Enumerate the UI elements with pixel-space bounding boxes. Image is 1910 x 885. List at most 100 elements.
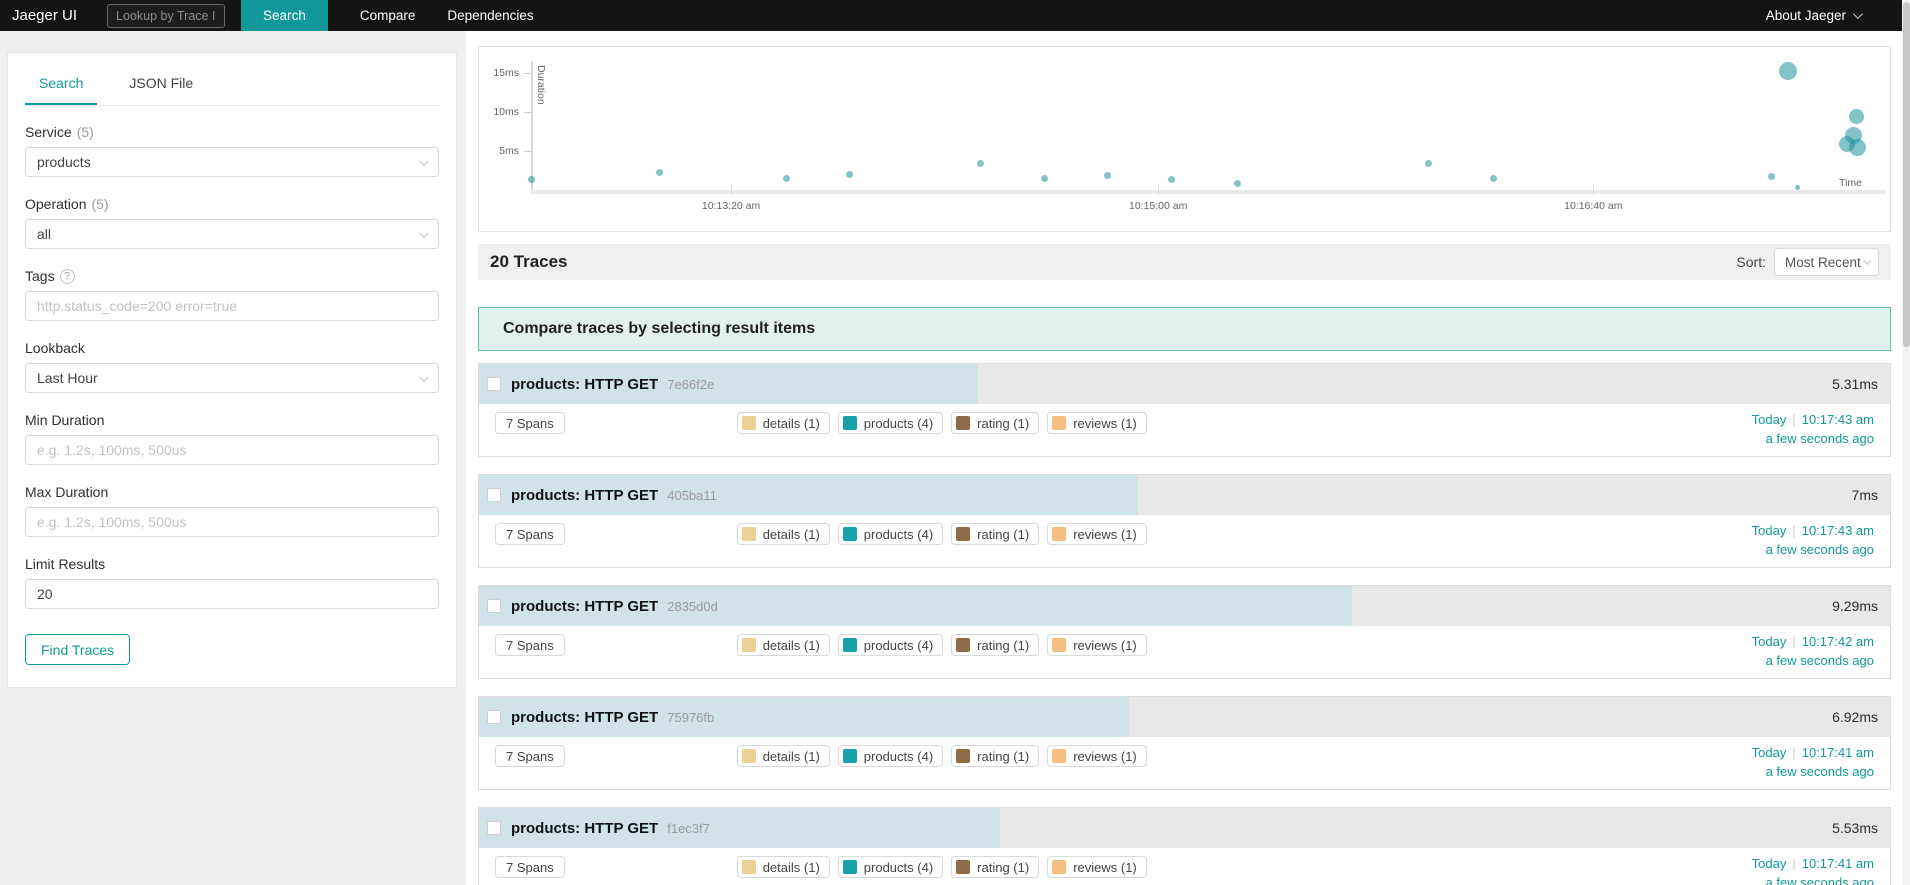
trace-result-card[interactable]: products: HTTP GET 75976fb 6.92ms 7 Spans de… [478, 696, 1891, 790]
trace-scatter-point[interactable] [1849, 139, 1867, 157]
max-duration-label: Max Duration [25, 484, 109, 500]
about-jaeger-menu[interactable]: About Jaeger [1766, 8, 1863, 23]
tags-input[interactable] [37, 298, 427, 314]
trace-scatter-point[interactable] [1103, 171, 1111, 179]
trace-result-card[interactable]: products: HTTP GET 2835d0d 9.29ms 7 Spans de… [478, 585, 1891, 679]
top-nav: Jaeger UI Search Compare Dependencies Ab… [0, 0, 1910, 31]
service-tag-label: reviews (1) [1073, 415, 1137, 431]
trace-date-link[interactable]: Today [1751, 634, 1787, 649]
service-tag-pill: reviews (1) [1047, 412, 1147, 434]
trace-result-card[interactable]: products: HTTP GET f1ec3f7 5.53ms 7 Spans de… [478, 807, 1891, 885]
service-tag-label: details (1) [762, 748, 820, 764]
operation-select-value: all [37, 226, 52, 242]
span-count-pill: 7 Spans [495, 745, 565, 767]
trace-relative-time-link[interactable]: a few seconds ago [1765, 875, 1874, 885]
trace-relative-time-link[interactable]: a few seconds ago [1765, 431, 1874, 446]
trace-time-link[interactable]: 10:17:41 am [1801, 745, 1874, 760]
separator: | [1792, 856, 1796, 871]
trace-scatter-point[interactable] [656, 169, 664, 177]
trace-lookup-input[interactable] [107, 3, 226, 28]
lookback-select[interactable]: Last Hour [25, 363, 439, 393]
trace-scatter-point[interactable] [1794, 185, 1800, 191]
service-tag-label: rating (1) [977, 748, 1030, 764]
sort-select[interactable]: Most Recent [1774, 248, 1879, 276]
service-color-swatch [842, 416, 857, 430]
service-tag-label: products (4) [863, 859, 934, 875]
y-tick-label: 10ms [493, 106, 519, 118]
separator: | [1792, 745, 1796, 760]
trace-scatter-point[interactable] [1233, 180, 1241, 188]
trace-time-link[interactable]: 10:17:43 am [1801, 412, 1874, 427]
lookback-label: Lookback [25, 340, 85, 356]
trace-select-checkbox[interactable] [487, 710, 501, 724]
app-title[interactable]: Jaeger UI [12, 7, 78, 24]
trace-time-link[interactable]: 10:17:41 am [1801, 856, 1874, 871]
trace-scatter-point[interactable] [1768, 173, 1776, 181]
find-traces-button[interactable]: Find Traces [25, 634, 131, 665]
service-color-swatch [956, 416, 971, 430]
page-scrollbar[interactable] [1902, 0, 1910, 885]
max-duration-input[interactable] [37, 514, 427, 530]
service-tag-group: details (1) products (4) rating (1) reviews… [736, 634, 1155, 656]
limit-results-input[interactable] [37, 586, 427, 602]
trace-scatter-point[interactable] [845, 170, 853, 178]
trace-scatter-point[interactable] [1168, 175, 1176, 183]
lookback-select-value: Last Hour [37, 370, 98, 386]
span-count-pill: 7 Spans [495, 412, 565, 434]
service-tag-label: reviews (1) [1073, 526, 1137, 542]
service-select[interactable]: products [25, 147, 439, 177]
service-tag-label: rating (1) [977, 637, 1030, 653]
trace-date-link[interactable]: Today [1751, 856, 1787, 871]
trace-result-card[interactable]: products: HTTP GET 405ba11 7ms 7 Spans detai… [478, 474, 1891, 568]
trace-scatter-point[interactable] [977, 159, 985, 167]
trace-date-link[interactable]: Today [1751, 745, 1787, 760]
help-icon[interactable]: ? [59, 268, 75, 284]
trace-date-link[interactable]: Today [1751, 523, 1787, 538]
trace-select-checkbox[interactable] [487, 488, 501, 502]
trace-scatter-point[interactable] [1779, 62, 1798, 81]
trace-scatter-point[interactable] [1490, 174, 1498, 182]
trace-result-card[interactable]: products: HTTP GET 7e66f2e 5.31ms 7 Spans de… [478, 363, 1891, 457]
trace-relative-time-link[interactable]: a few seconds ago [1765, 653, 1874, 668]
service-tag-label: details (1) [762, 526, 820, 542]
trace-scatter-point[interactable] [527, 175, 535, 183]
trace-card-header: products: HTTP GET 7e66f2e 5.31ms [479, 364, 1890, 404]
min-duration-input[interactable] [37, 442, 427, 458]
trace-scatter-point[interactable] [1040, 174, 1048, 182]
limit-results-wrap [25, 579, 439, 609]
service-tag-pill: details (1) [736, 412, 830, 434]
tags-field: Tags ? [25, 268, 439, 321]
trace-scatter-point[interactable] [1849, 109, 1865, 125]
trace-date-link[interactable]: Today [1751, 412, 1787, 427]
trace-select-checkbox[interactable] [487, 599, 501, 613]
tab-json-file[interactable]: JSON File [129, 75, 194, 91]
trace-time-link[interactable]: 10:17:42 am [1801, 634, 1874, 649]
trace-time-link[interactable]: 10:17:43 am [1801, 523, 1874, 538]
service-tag-pill: rating (1) [951, 523, 1040, 545]
trace-select-checkbox[interactable] [487, 821, 501, 835]
nav-link-compare[interactable]: Compare [359, 8, 416, 23]
main-layout: Search JSON File Service (5) products Op… [0, 31, 1910, 885]
trace-select-checkbox[interactable] [487, 377, 501, 391]
limit-results-field: Limit Results [25, 556, 439, 609]
trace-duration-bar [479, 808, 1000, 848]
scrollbar-thumb[interactable] [1902, 2, 1910, 347]
trace-card-header: products: HTTP GET f1ec3f7 5.53ms [479, 808, 1890, 848]
tab-search[interactable]: Search [25, 59, 98, 105]
min-duration-label: Min Duration [25, 412, 105, 428]
max-duration-wrap [25, 507, 439, 537]
service-color-swatch [741, 749, 756, 763]
trace-relative-time-link[interactable]: a few seconds ago [1765, 542, 1874, 557]
nav-search-button[interactable]: Search [241, 0, 328, 31]
trace-scatter-point[interactable] [782, 174, 790, 182]
nav-link-dependencies[interactable]: Dependencies [447, 8, 534, 23]
service-color-swatch [1052, 638, 1067, 652]
trace-relative-time-link[interactable]: a few seconds ago [1765, 764, 1874, 779]
operation-select[interactable]: all [25, 219, 439, 249]
y-tick [524, 151, 531, 152]
trace-scatter-point[interactable] [1424, 159, 1432, 167]
service-tag-pill: reviews (1) [1047, 523, 1147, 545]
service-color-swatch [842, 860, 857, 874]
service-color-swatch [741, 416, 756, 430]
service-color-swatch [842, 749, 857, 763]
